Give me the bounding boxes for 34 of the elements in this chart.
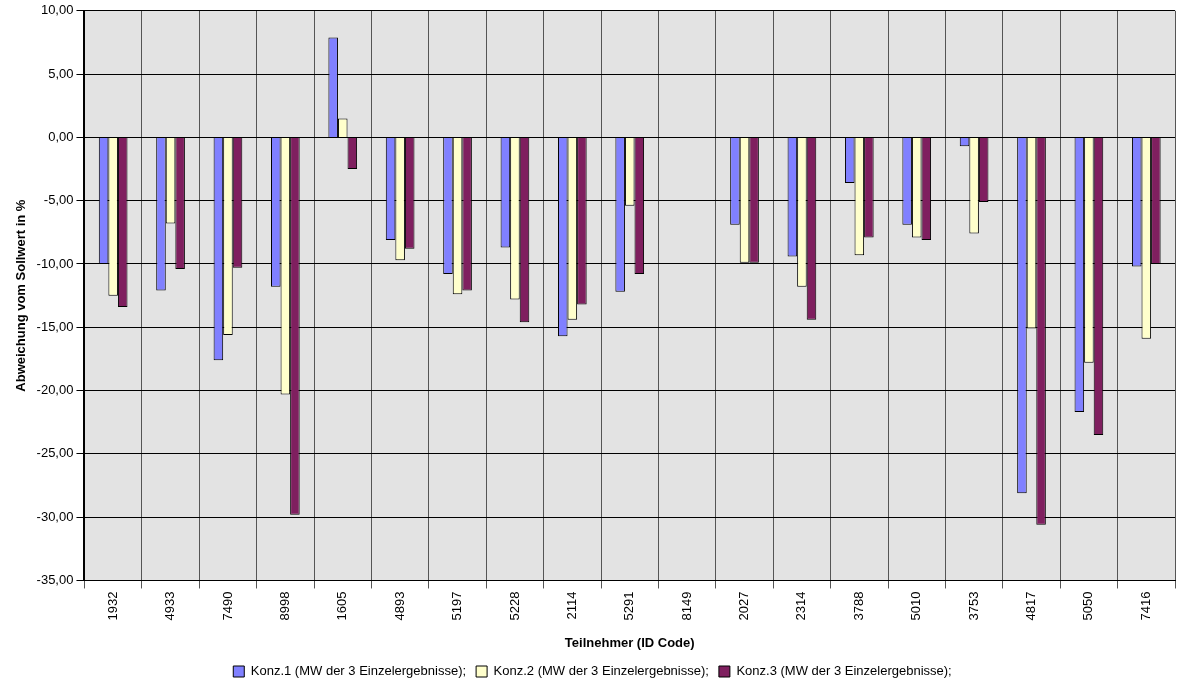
x-tick-label: 2314: [793, 591, 809, 621]
legend-label: Konz.2 (MW der 3 Einzelergebnisse);: [493, 663, 709, 679]
legend-label: Konz.3 (MW der 3 Einzelergebnisse);: [736, 663, 952, 679]
x-tick-label: 2114: [563, 591, 579, 620]
x-tick-label: 5050: [1080, 591, 1096, 621]
x-tick-label: 5010: [908, 591, 924, 621]
y-tick-label: -30,00: [36, 508, 74, 524]
x-tick-label: 5291: [621, 591, 637, 621]
x-tick-label: 8149: [678, 591, 694, 621]
y-tick-label: -35,00: [36, 572, 74, 588]
x-tick-label: 4893: [391, 591, 407, 621]
x-tick-label: 3788: [850, 591, 866, 621]
x-tick-label: 3753: [965, 591, 981, 621]
x-tick-label: 1605: [334, 591, 350, 621]
y-tick-label: 5,00: [48, 65, 74, 81]
x-tick-label: 5197: [449, 591, 465, 621]
y-tick-label: -10,00: [36, 255, 74, 271]
x-tick-label: 5228: [506, 591, 522, 621]
x-tick-label: 7490: [219, 591, 235, 621]
x-axis-title: Teilnehmer (ID Code): [564, 634, 695, 650]
y-tick-label: -5,00: [43, 192, 74, 208]
x-tick-label: 2027: [736, 591, 752, 621]
y-tick-label: 0,00: [48, 128, 74, 144]
x-tick-label: 7416: [1137, 591, 1153, 621]
x-tick-label: 1932: [104, 591, 120, 621]
legend-label: Konz.1 (MW der 3 Einzelergebnisse);: [250, 663, 467, 679]
y-tick-label: -20,00: [36, 382, 74, 398]
y-tick-label: -15,00: [36, 318, 74, 334]
y-tick-label: 10,00: [40, 2, 74, 18]
x-tick-label: 8998: [276, 591, 292, 621]
y-tick-label: -25,00: [36, 445, 74, 461]
x-tick-label: 4817: [1023, 591, 1039, 621]
y-axis-title: Abweichung vom Sollwert in %: [13, 199, 29, 392]
x-tick-label: 4933: [162, 591, 178, 621]
